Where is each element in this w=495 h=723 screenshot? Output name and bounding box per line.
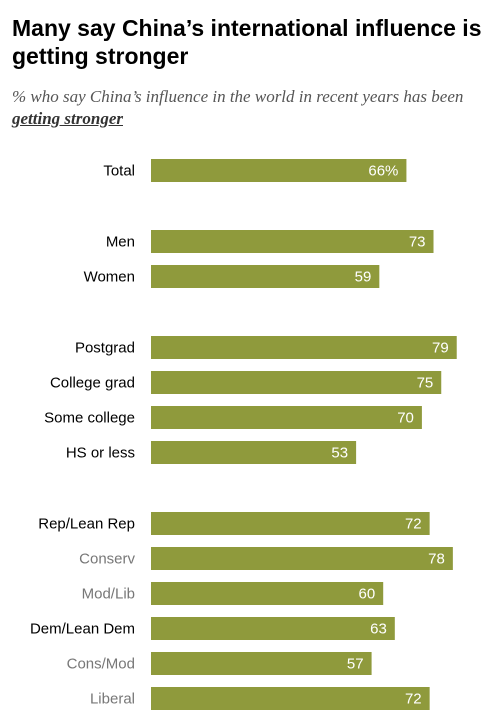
value-label: 60	[359, 586, 376, 603]
value-label: 53	[331, 445, 348, 462]
value-label: 59	[355, 269, 372, 286]
value-label: 57	[347, 656, 364, 673]
bar-cons-mod	[151, 652, 372, 675]
category-label: Conserv	[79, 551, 135, 568]
bar-liberal	[151, 687, 430, 710]
bar-rep-lean-rep	[151, 512, 430, 535]
category-label: Mod/Lib	[82, 586, 135, 603]
category-label: Women	[84, 269, 135, 286]
subtitle-text: % who say China’s influence in the world…	[12, 87, 464, 106]
category-label: Dem/Lean Dem	[30, 621, 135, 638]
value-label: 73	[409, 234, 426, 251]
value-label: 72	[405, 516, 422, 533]
bar-college-grad	[151, 371, 442, 394]
value-label: 72	[405, 691, 422, 708]
value-label: 70	[397, 410, 414, 427]
category-label: Liberal	[90, 691, 135, 708]
bar-some-college	[151, 406, 422, 429]
bar-men	[151, 230, 434, 253]
bar-postgrad	[151, 336, 457, 359]
category-label: College grad	[50, 375, 135, 392]
category-label: Total	[103, 163, 135, 180]
category-label: Cons/Mod	[67, 656, 135, 673]
value-label: 66%	[368, 163, 398, 180]
bar-hs-or-less	[151, 441, 357, 464]
bar-women	[151, 265, 380, 288]
category-label: Some college	[44, 410, 135, 427]
bar-total	[151, 159, 407, 182]
category-label: Men	[106, 234, 135, 251]
subtitle-emphasis: getting stronger	[12, 109, 123, 128]
chart-title: Many say China’s international influence…	[12, 15, 482, 69]
value-label: 79	[432, 340, 449, 357]
category-label: Rep/Lean Rep	[38, 516, 135, 533]
value-label: 63	[370, 621, 387, 638]
bar-conserv	[151, 547, 453, 570]
bar-dem-lean-dem	[151, 617, 395, 640]
category-label: HS or less	[66, 445, 135, 462]
category-label: Postgrad	[75, 340, 135, 357]
chart-subtitle: % who say China’s influence in the world…	[12, 86, 482, 130]
bar-mod-lib	[151, 582, 384, 605]
value-label: 75	[417, 375, 434, 392]
value-label: 78	[428, 551, 445, 568]
